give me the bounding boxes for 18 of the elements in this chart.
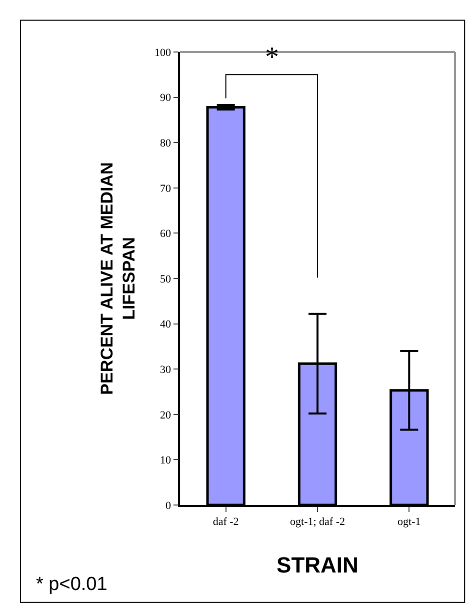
y-tick-label: 30 xyxy=(160,364,172,376)
y-tick-label: 90 xyxy=(160,92,172,104)
y-tick-label: 0 xyxy=(166,500,172,512)
y-axis-title: PERCENT ALIVE AT MEDIAN LIFESPAN xyxy=(98,162,139,395)
y-tick-label: 80 xyxy=(160,137,172,150)
x-tick-label: ogt-1; daf -2 xyxy=(290,516,345,528)
y-tick-label: 50 xyxy=(160,273,172,286)
text: * p<0.01 xyxy=(36,574,108,595)
x-tick-label: ogt-1 xyxy=(398,516,421,528)
y-tick-label: 20 xyxy=(160,409,172,422)
y-tick-label: 70 xyxy=(160,182,172,195)
x-tick-label: daf -2 xyxy=(212,516,239,528)
annotation: * xyxy=(265,42,279,73)
y-tick-label: 60 xyxy=(160,228,172,240)
y-tick-label: 10 xyxy=(160,454,172,467)
y-tick-label: 40 xyxy=(160,318,172,331)
x-axis-title: STRAIN xyxy=(276,552,358,578)
y-tick-label: 100 xyxy=(154,46,172,59)
